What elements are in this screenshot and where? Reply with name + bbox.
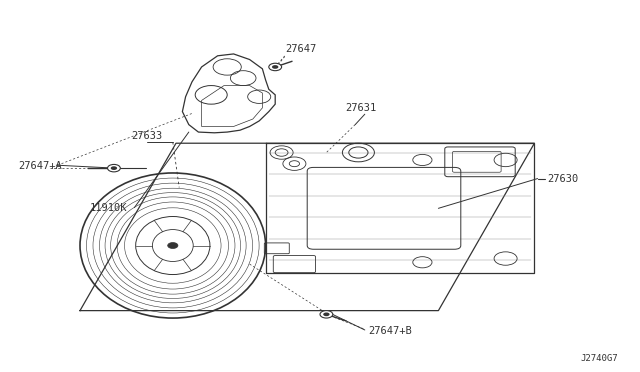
Text: 27633: 27633: [131, 131, 163, 141]
Text: 27631: 27631: [346, 103, 377, 113]
Circle shape: [168, 243, 178, 248]
Circle shape: [272, 65, 278, 69]
Circle shape: [269, 63, 282, 71]
Circle shape: [320, 311, 333, 318]
Text: 11910K: 11910K: [90, 203, 127, 213]
Text: 27647+B: 27647+B: [368, 326, 412, 336]
Text: J2740G7: J2740G7: [580, 354, 618, 363]
Text: 27647: 27647: [285, 44, 316, 54]
Text: 27647+A: 27647+A: [18, 161, 61, 170]
Circle shape: [323, 312, 330, 316]
Circle shape: [111, 166, 117, 170]
Circle shape: [108, 164, 120, 172]
Text: 27630: 27630: [547, 174, 579, 183]
